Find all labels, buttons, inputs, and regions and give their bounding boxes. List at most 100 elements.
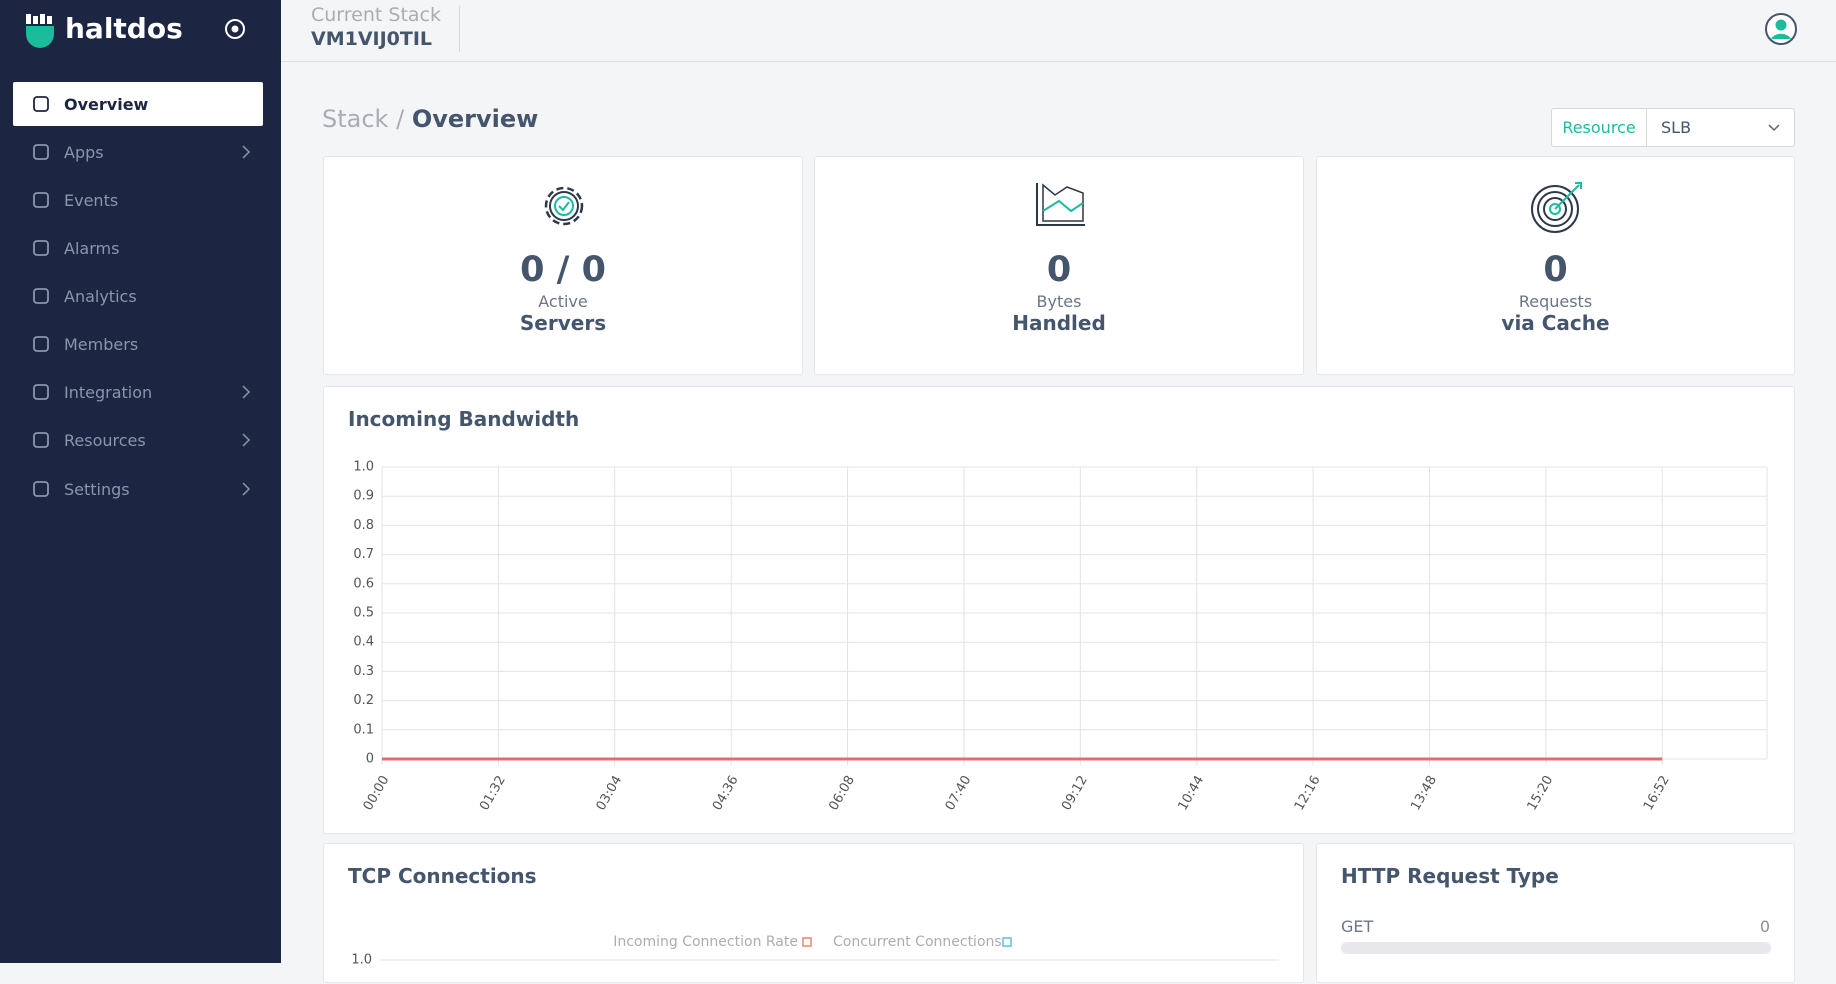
dropdown-arrow bbox=[1768, 124, 1780, 132]
y-tick-label: 1.0 bbox=[353, 460, 374, 475]
http-card: HTTP Request Type GET 0 bbox=[1316, 843, 1795, 983]
legend-swatch bbox=[1002, 937, 1012, 947]
chevron bbox=[242, 433, 251, 447]
x-tick-label: 04:36 bbox=[710, 773, 742, 813]
x-tick-label: 16:52 bbox=[1641, 773, 1673, 813]
row-value: 0 bbox=[1759, 917, 1770, 936]
stat-label: Requests bbox=[1518, 292, 1593, 311]
nav-icon bbox=[33, 192, 49, 208]
nav-item[interactable]: Resources bbox=[13, 418, 263, 462]
chart: Incoming Connection Rate Concurrent Conne… bbox=[351, 934, 1279, 968]
chart-icon bbox=[1036, 183, 1085, 226]
x-tick-label: 09:12 bbox=[1059, 773, 1091, 813]
y-tick-label: 0 bbox=[366, 752, 374, 767]
nav-icon bbox=[33, 96, 49, 112]
stat-card: 0 / 0 Active Servers bbox=[323, 156, 803, 375]
brand: haltdos bbox=[65, 12, 183, 45]
stat-value: 0 bbox=[1046, 250, 1072, 290]
y-tick-label: 0.3 bbox=[353, 664, 374, 679]
nav-icon bbox=[33, 240, 49, 256]
y-tick-label: 0.2 bbox=[353, 693, 374, 708]
card-title: HTTP Request Type bbox=[1341, 864, 1559, 888]
y-tick-label: 0.8 bbox=[353, 518, 374, 533]
nav-item[interactable]: Alarms bbox=[13, 226, 263, 270]
nav-icon bbox=[33, 481, 49, 497]
chart: 0 0.1 0.2 0.3 0.4 0.5 0.6 0.7 0.8 0.9 1.0 00:00 01:3… bbox=[353, 460, 1768, 813]
stat-card: 0 Bytes Handled bbox=[814, 156, 1304, 375]
gear-icon bbox=[544, 186, 584, 226]
stat-sub: via Cache bbox=[1501, 311, 1610, 335]
breadcrumb-current: Overview bbox=[411, 105, 539, 133]
legend-label: Incoming Connection Rate bbox=[613, 934, 798, 950]
nav-icon bbox=[33, 288, 49, 304]
chart-title: TCP Connections bbox=[348, 864, 537, 888]
y-tick-label: 0.4 bbox=[353, 635, 374, 650]
x-tick-label: 06:08 bbox=[826, 773, 858, 813]
nav-label: Members bbox=[64, 334, 139, 354]
stat-value: 0 bbox=[1543, 250, 1568, 290]
breadcrumb-parent[interactable]: Stack / bbox=[322, 105, 405, 133]
nav-item[interactable]: Members bbox=[13, 322, 263, 366]
nav-item[interactable]: Settings bbox=[13, 467, 263, 511]
stat-card: 0 Requests via Cache bbox=[1316, 156, 1795, 375]
x-tick-label: 15:20 bbox=[1525, 773, 1557, 813]
progress-bar bbox=[1341, 942, 1771, 954]
x-tick-label: 13:48 bbox=[1408, 773, 1440, 813]
resource-value: SLB bbox=[1661, 118, 1692, 137]
target-icon bbox=[1531, 182, 1582, 233]
x-tick-label: 10:44 bbox=[1175, 773, 1207, 813]
x-tick-label: 01:32 bbox=[477, 773, 509, 813]
chart-card: Incoming Bandwidth 0 0.1 0.2 0.3 0.4 0.5 0.6 0.… bbox=[323, 386, 1795, 834]
nav-label: Overview bbox=[64, 94, 149, 114]
nav-item[interactable]: Apps bbox=[13, 130, 263, 174]
chevron bbox=[242, 385, 251, 399]
nav-item[interactable]: Events bbox=[13, 178, 263, 222]
x-tick-label: 12:16 bbox=[1292, 773, 1324, 813]
y-tick-label: 0.1 bbox=[353, 722, 374, 737]
nav-icon bbox=[33, 384, 49, 400]
x-tick-label: 07:40 bbox=[943, 773, 975, 813]
nav-label: Integration bbox=[64, 382, 153, 402]
stat-label: Bytes bbox=[1036, 292, 1082, 311]
breadcrumb: Stack / Overview bbox=[322, 105, 538, 133]
resource-select[interactable]: Resource SLB bbox=[1551, 108, 1795, 147]
nav-icon bbox=[33, 336, 49, 352]
stat-sub: Servers bbox=[519, 311, 607, 335]
stack-name[interactable]: VM1VIJ0TIL bbox=[311, 28, 433, 50]
nav-item[interactable]: Overview bbox=[13, 82, 263, 126]
logo-icon bbox=[26, 14, 54, 48]
x-tick-label: 03:04 bbox=[594, 773, 626, 813]
legend-swatch bbox=[802, 937, 812, 947]
stat-value: 0 / 0 bbox=[520, 250, 606, 290]
chart-card: TCP Connections Incoming Connection Rate… bbox=[323, 843, 1304, 983]
sidebar: haltdos Overview Apps Events Alarms Analytic… bbox=[0, 0, 281, 963]
nav-label: Events bbox=[64, 190, 119, 210]
settings-toggle[interactable] bbox=[224, 18, 246, 40]
chevron bbox=[242, 482, 251, 496]
stack-label: Current Stack bbox=[311, 4, 442, 26]
nav-label: Resources bbox=[64, 430, 146, 450]
x-tick-label: 00:00 bbox=[361, 773, 393, 813]
nav-item[interactable]: Analytics bbox=[13, 274, 263, 318]
nav-label: Apps bbox=[64, 142, 104, 162]
nav-item[interactable]: Integration bbox=[13, 370, 263, 414]
y-tick-label: 0.5 bbox=[353, 606, 374, 621]
top-bar: Current Stack VM1VIJ0TIL bbox=[281, 0, 1836, 62]
chevron bbox=[242, 145, 251, 159]
nav-label: Settings bbox=[64, 479, 130, 499]
nav-icon bbox=[33, 144, 49, 160]
stat-label: Active bbox=[538, 292, 588, 311]
row-label: GET bbox=[1341, 917, 1374, 936]
nav-icon bbox=[33, 432, 49, 448]
nav-label: Analytics bbox=[64, 286, 137, 306]
divider bbox=[459, 6, 460, 52]
y-tick-label: 1.0 bbox=[351, 953, 372, 968]
avatar[interactable] bbox=[1764, 12, 1798, 46]
y-tick-label: 0.7 bbox=[353, 547, 374, 562]
nav-label: Alarms bbox=[64, 238, 120, 258]
resource-label: Resource bbox=[1552, 109, 1647, 146]
y-tick-label: 0.9 bbox=[353, 489, 374, 504]
legend-label: Concurrent Connections bbox=[833, 934, 1002, 950]
